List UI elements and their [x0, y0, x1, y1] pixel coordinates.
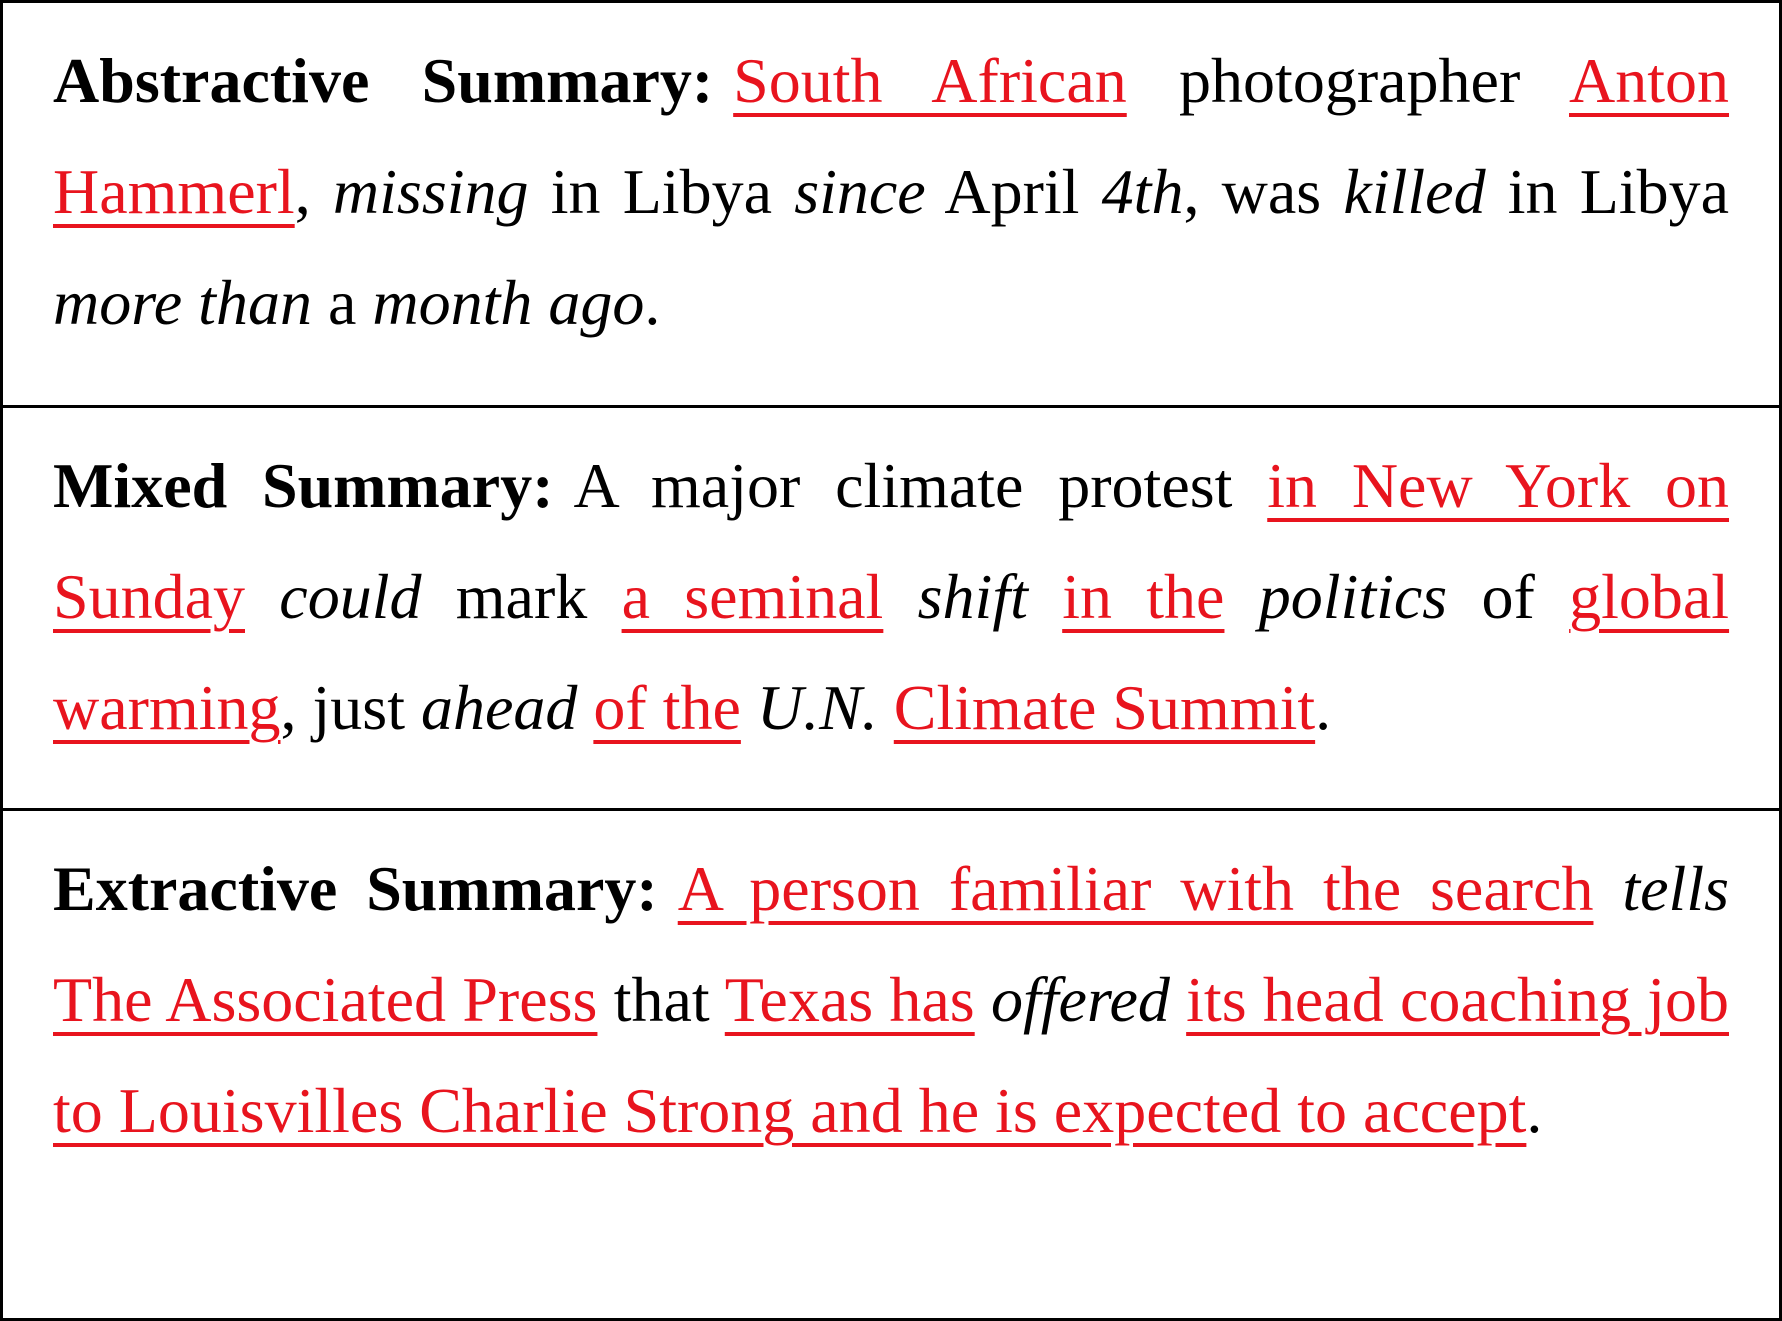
mixed-summary-box: Mixed Summary: A major climate protest in… [3, 405, 1779, 808]
text-span: , just [280, 672, 421, 743]
highlighted-span: South African [733, 45, 1127, 116]
italic-span: missing [332, 156, 529, 227]
text-span: photographer [1126, 45, 1570, 116]
highlighted-span: in the [1062, 561, 1225, 632]
text-span [878, 672, 894, 743]
italic-span: U.N. [756, 672, 878, 743]
abstractive-summary-text: Abstractive Summary: South African photog… [53, 25, 1729, 358]
highlighted-span: Texas has [724, 964, 975, 1035]
highlighted-span: Anton Hammerl [53, 45, 1730, 227]
highlighted-span: Climate Summit [893, 672, 1316, 743]
text-span [1593, 853, 1622, 924]
text-span: , was [1183, 156, 1344, 227]
highlighted-span: The Associated Press [53, 964, 598, 1035]
mixed-summary-text: Mixed Summary: A major climate protest in… [53, 430, 1729, 763]
text-span [245, 561, 279, 632]
extractive-summary-box: Extractive Summary: A person familiar wit… [3, 808, 1779, 1318]
highlighted-span: in New York on Sunday [53, 450, 1730, 632]
text-span [1028, 561, 1062, 632]
italic-span: killed [1343, 156, 1486, 227]
abstractive-summary-box: Abstractive Summary: South African photog… [3, 3, 1779, 405]
italic-span: ahead [420, 672, 578, 743]
italic-span: politics [1258, 561, 1448, 632]
text-span: in Libya [528, 156, 795, 227]
text-span [741, 672, 757, 743]
text-span: . [1526, 1075, 1543, 1146]
highlighted-span: A person familiar with the search [677, 853, 1594, 924]
abstractive-summary-label: Abstractive Summary: [53, 45, 714, 116]
italic-span: month ago [372, 267, 645, 338]
text-span: a [311, 267, 373, 338]
extractive-summary-text: Extractive Summary: A person familiar wit… [53, 833, 1729, 1166]
text-span [1170, 964, 1186, 1035]
text-span: . [1315, 672, 1332, 743]
text-span: , [294, 156, 333, 227]
highlighted-span: its head coaching job to Louisvilles Cha… [53, 964, 1729, 1146]
text-span: in Libya [1485, 156, 1730, 227]
italic-span: since [794, 156, 926, 227]
italic-span: shift [917, 561, 1028, 632]
highlighted-span: global warming [53, 561, 1730, 743]
highlighted-span: of the [593, 672, 741, 743]
italic-span: could [279, 561, 422, 632]
text-span: of [1447, 561, 1570, 632]
text-span: . [644, 267, 661, 338]
highlighted-span: a seminal [621, 561, 884, 632]
text-span [975, 964, 991, 1035]
italic-span: more than [53, 267, 312, 338]
italic-span: offered [990, 964, 1170, 1035]
text-span: April [925, 156, 1102, 227]
italic-span: 4th [1101, 156, 1184, 227]
text-span [883, 561, 917, 632]
text-span: A major climate protest [573, 450, 1268, 521]
text-span [1224, 561, 1258, 632]
text-span: that [597, 964, 725, 1035]
extractive-summary-label: Extractive Summary: [53, 853, 658, 924]
text-span: mark [421, 561, 622, 632]
text-span [577, 672, 593, 743]
mixed-summary-label: Mixed Summary: [53, 450, 554, 521]
italic-span: tells [1622, 853, 1730, 924]
